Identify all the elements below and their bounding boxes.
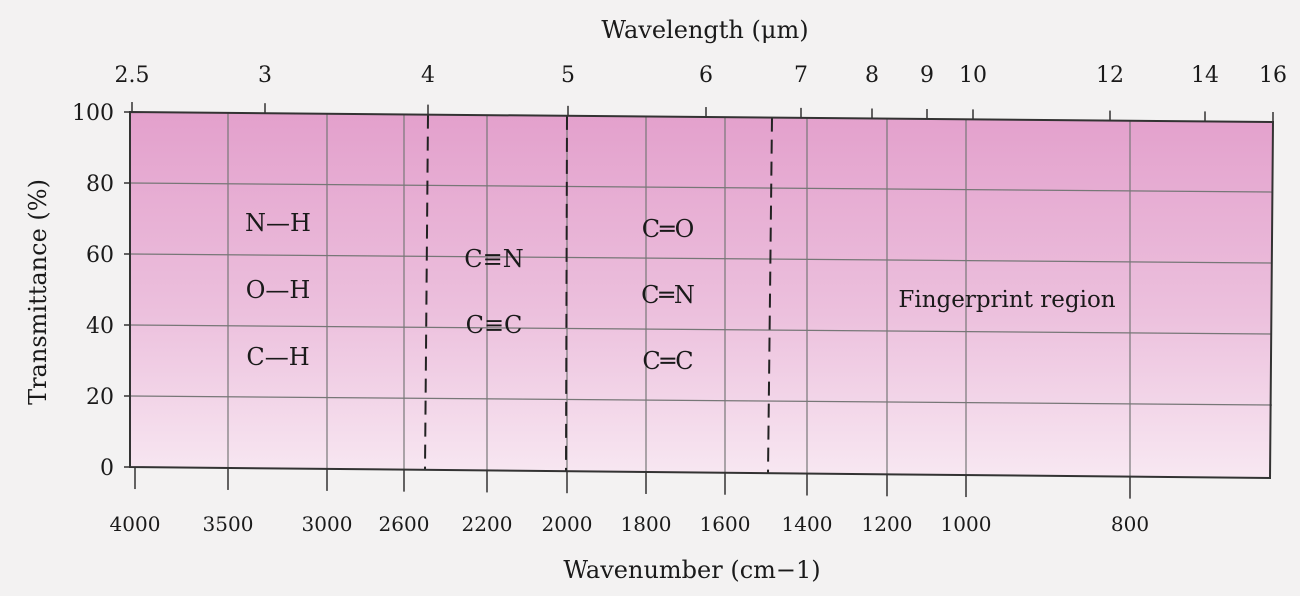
y-tick-label: 0: [100, 456, 114, 481]
top-tick-label: 8: [865, 63, 879, 88]
top-axis-ticks: 2.5 3 4 5 6 7 8 9 10 12 14 16: [115, 63, 1287, 123]
fingerprint-region-label: Fingerprint region: [898, 287, 1115, 313]
bottom-tick-label: 1400: [782, 512, 833, 536]
top-tick-label: 12: [1096, 63, 1124, 88]
top-tick-label: 2.5: [115, 63, 150, 88]
bottom-tick-label: 1200: [862, 512, 913, 536]
bond-c-triple-n: C≡N: [464, 245, 523, 273]
h-gridline: [129, 324, 1273, 335]
h-gridline: [129, 395, 1273, 406]
bond-c-triple-c: C≡C: [466, 311, 523, 339]
plot-background: [130, 112, 1273, 478]
top-tick-label: 9: [920, 63, 934, 88]
bond-c-double-c: C═C: [642, 347, 693, 375]
bond-c-h: C—H: [246, 343, 309, 371]
top-tick-label: 3: [258, 63, 272, 88]
bottom-tick-label: 1800: [621, 512, 672, 536]
region-divider: [565, 115, 568, 472]
plot-border: [129, 110, 1275, 480]
h-gridline: [129, 253, 1273, 264]
y-axis-title: Transmittance (%): [24, 179, 52, 405]
bottom-tick-label: 2600: [379, 512, 430, 536]
y-tick-label: 80: [86, 172, 114, 197]
region-divider: [424, 114, 429, 470]
bottom-tick-label: 1000: [941, 512, 992, 536]
bottom-tick-label: 800: [1111, 512, 1149, 536]
h-gridline: [129, 182, 1273, 193]
top-tick-label: 4: [421, 63, 435, 88]
y-axis-ticks: 100 80 60 40 20 0: [72, 101, 130, 481]
region-dividers: [424, 114, 773, 474]
bottom-tick-label: 2200: [462, 512, 513, 536]
top-tick-label: 10: [959, 63, 987, 88]
y-tick-label: 60: [86, 243, 114, 268]
y-tick-label: 40: [86, 314, 114, 339]
bond-c-double-o: C═O: [642, 215, 695, 243]
bond-n-h: N—H: [245, 209, 311, 237]
bond-c-double-n: C═N: [641, 281, 695, 309]
y-axis: Transmittance (%) 100 80 60 40 20 0: [24, 101, 130, 481]
bottom-tick-label: 2000: [542, 512, 593, 536]
bottom-tick-label: 1600: [700, 512, 751, 536]
top-tick-label: 6: [699, 63, 713, 88]
bond-o-h: O—H: [246, 276, 311, 304]
top-tick-label: 5: [561, 63, 575, 88]
top-axis: Wavelength (μm) 2.5 3 4 5 6 7 8 9 10 12 14 16: [115, 16, 1287, 123]
bottom-axis-title: Wavenumber (cm−1): [563, 556, 820, 584]
region-divider: [767, 117, 773, 474]
y-tick-label: 100: [72, 101, 114, 126]
bottom-axis-ticks: 4000 3500 3000 2600 2200 2000 1800 1600 1400 1200…: [110, 467, 1149, 536]
bottom-tick-label: 3000: [302, 512, 353, 536]
bottom-tick-label: 4000: [110, 512, 161, 536]
region-labels: N—H O—H C—H C≡N C≡C C═O C═N C═C Fingerpr…: [245, 209, 1116, 375]
top-tick-label: 14: [1191, 63, 1219, 88]
bottom-axis: 4000 3500 3000 2600 2200 2000 1800 1600 1400 1200…: [110, 467, 1149, 584]
top-axis-title: Wavelength (μm): [601, 16, 808, 44]
top-tick-label: 16: [1259, 63, 1287, 88]
plot-area: [129, 110, 1275, 480]
bottom-tick-label: 3500: [203, 512, 254, 536]
y-tick-label: 20: [86, 385, 114, 410]
top-tick-label: 7: [794, 63, 808, 88]
